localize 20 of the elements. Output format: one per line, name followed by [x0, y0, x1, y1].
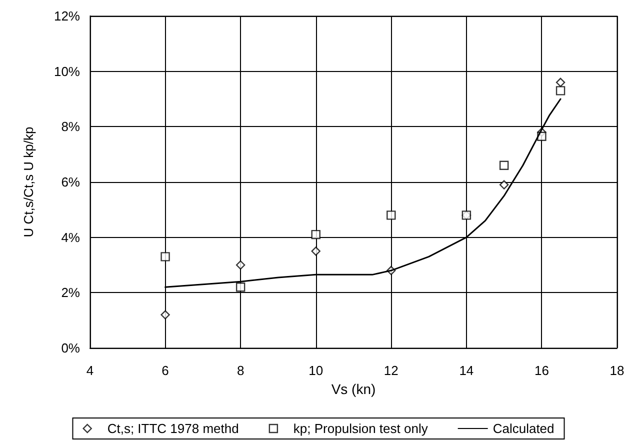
- x-tick-label: 10: [308, 363, 324, 378]
- y-tick-label: 10%: [54, 64, 80, 79]
- x-tick-label: 14: [459, 363, 474, 378]
- legend-label: Ct,s; ITTC 1978 methd: [107, 421, 239, 436]
- x-tick-label: 8: [236, 363, 244, 378]
- y-axis-title: U Ct,s/Ct,s U kp/kp: [21, 126, 36, 238]
- x-tick-label: 4: [86, 363, 94, 378]
- x-axis-title: Vs (kn): [331, 380, 376, 397]
- y-tick-label: 4%: [61, 230, 80, 245]
- x-tick-label: 18: [610, 363, 624, 378]
- legend-label: kp; Propulsion test only: [293, 421, 428, 436]
- y-tick-label: 12%: [54, 8, 80, 24]
- x-tick-label: 12: [384, 363, 398, 378]
- x-tick-label: 16: [534, 363, 549, 378]
- y-tick-label: 0%: [61, 340, 80, 356]
- y-tick-label: 8%: [61, 119, 80, 134]
- y-tick-label: 6%: [61, 174, 80, 190]
- y-tick-label: 2%: [61, 285, 80, 300]
- legend-label: Calculated: [492, 421, 554, 436]
- x-tick-label: 6: [162, 363, 169, 378]
